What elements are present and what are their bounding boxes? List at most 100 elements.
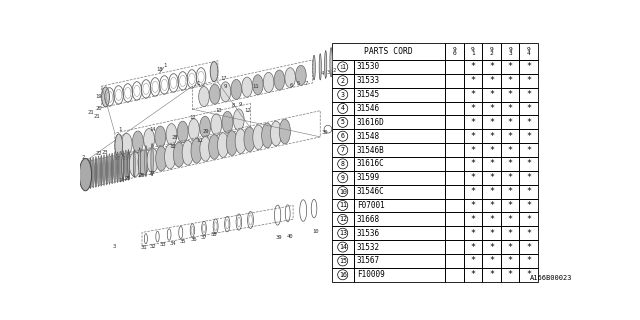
Ellipse shape (102, 87, 109, 107)
Text: *: * (489, 270, 494, 279)
Text: 3: 3 (340, 92, 345, 98)
Text: 31536: 31536 (356, 229, 380, 238)
Bar (332, 171, 353, 185)
Ellipse shape (188, 119, 199, 140)
Text: *: * (489, 132, 494, 141)
Ellipse shape (132, 131, 143, 153)
Bar (501, 268, 520, 282)
Text: *: * (489, 104, 494, 113)
Bar (332, 185, 353, 198)
Ellipse shape (122, 151, 124, 181)
Bar (353, 157, 445, 171)
Text: *: * (470, 146, 476, 155)
Text: 5: 5 (340, 119, 345, 125)
Text: 1: 1 (164, 62, 167, 68)
Ellipse shape (138, 150, 149, 175)
Ellipse shape (279, 119, 291, 144)
Text: 31530: 31530 (356, 62, 380, 71)
Bar (520, 74, 538, 88)
Bar (463, 212, 482, 226)
Text: 31599: 31599 (356, 173, 380, 182)
Ellipse shape (253, 125, 264, 150)
Ellipse shape (129, 152, 140, 177)
Ellipse shape (200, 116, 211, 138)
Text: *: * (526, 256, 531, 265)
Text: *: * (526, 201, 531, 210)
Bar (520, 226, 538, 240)
Text: 1: 1 (340, 64, 345, 70)
Bar (520, 88, 538, 101)
Bar (463, 226, 482, 240)
Bar (482, 88, 501, 101)
Text: *: * (526, 187, 531, 196)
Text: *: * (470, 76, 476, 85)
Text: *: * (526, 146, 531, 155)
Bar (520, 116, 538, 129)
Ellipse shape (296, 65, 306, 85)
Text: 16: 16 (339, 272, 347, 278)
Ellipse shape (231, 79, 241, 100)
Bar (353, 198, 445, 212)
Text: 12: 12 (189, 115, 196, 120)
Bar (445, 60, 463, 74)
Ellipse shape (95, 156, 97, 188)
Text: 21: 21 (94, 115, 100, 119)
Ellipse shape (108, 154, 111, 184)
Text: 29: 29 (202, 129, 209, 134)
Ellipse shape (114, 152, 116, 183)
Bar (445, 129, 463, 143)
Text: 31532: 31532 (356, 243, 380, 252)
Bar (482, 60, 501, 74)
Text: *: * (470, 90, 476, 99)
Bar (353, 143, 445, 157)
Bar (482, 157, 501, 171)
Text: 8: 8 (231, 103, 234, 108)
Bar (501, 185, 520, 198)
Bar (463, 185, 482, 198)
Bar (520, 212, 538, 226)
Text: *: * (470, 159, 476, 168)
Ellipse shape (166, 124, 177, 145)
Text: 23: 23 (102, 150, 108, 155)
Bar (482, 254, 501, 268)
Text: *: * (470, 201, 476, 210)
Text: 5: 5 (297, 81, 300, 86)
Text: *: * (526, 76, 531, 85)
Bar (463, 60, 482, 74)
Text: 31548: 31548 (356, 132, 380, 141)
Bar (501, 60, 520, 74)
Bar (463, 88, 482, 101)
Text: *: * (489, 229, 494, 238)
Text: 2: 2 (333, 68, 336, 73)
Ellipse shape (128, 152, 130, 178)
Bar (520, 129, 538, 143)
Text: 8: 8 (340, 161, 345, 167)
Text: 31668: 31668 (356, 215, 380, 224)
Bar (520, 171, 538, 185)
Text: 11: 11 (339, 203, 347, 209)
Text: 31546: 31546 (356, 104, 380, 113)
Text: *: * (489, 215, 494, 224)
Text: *: * (489, 159, 494, 168)
Bar (520, 43, 538, 60)
Text: *: * (470, 215, 476, 224)
Text: 16: 16 (113, 156, 120, 161)
Bar (353, 116, 445, 129)
Bar (501, 129, 520, 143)
Ellipse shape (330, 48, 332, 77)
Ellipse shape (198, 86, 209, 107)
Ellipse shape (209, 135, 220, 159)
Text: *: * (470, 104, 476, 113)
Text: 31546B: 31546B (356, 146, 385, 155)
Text: *: * (489, 173, 494, 182)
Ellipse shape (218, 133, 228, 157)
Text: 7: 7 (305, 81, 308, 85)
Text: *: * (470, 229, 476, 238)
Ellipse shape (235, 129, 246, 154)
Bar (445, 185, 463, 198)
Text: 25: 25 (125, 176, 131, 181)
Text: *: * (508, 132, 513, 141)
Text: *: * (470, 256, 476, 265)
Ellipse shape (143, 129, 154, 150)
Text: 1: 1 (196, 81, 200, 85)
